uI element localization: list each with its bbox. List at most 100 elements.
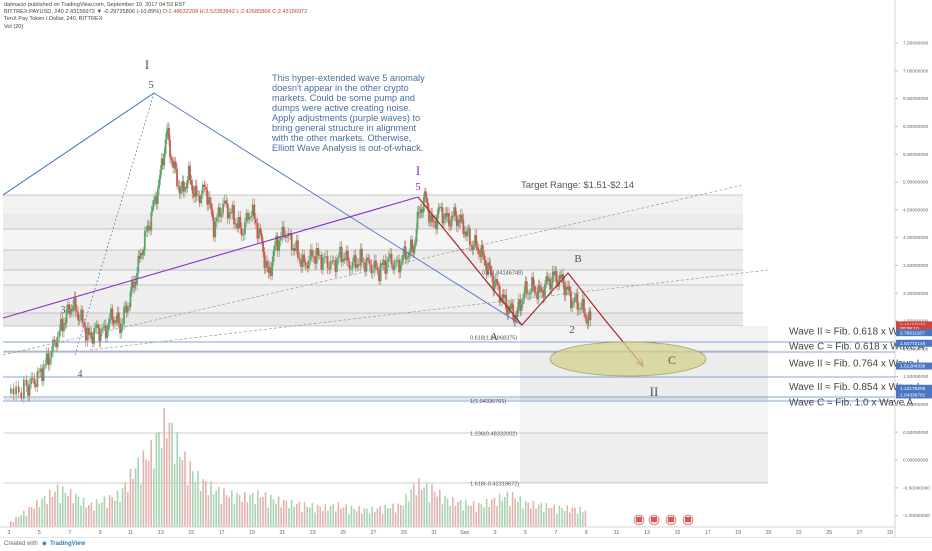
candle-body (229, 212, 232, 214)
volume-bar (121, 487, 124, 527)
candle-body (104, 325, 107, 339)
candle-body (130, 281, 133, 292)
time-tick-label: 23 (310, 530, 316, 536)
candle-body (166, 130, 168, 140)
candle-body (107, 323, 110, 331)
candle-body (163, 153, 166, 166)
candle-body (142, 250, 145, 256)
candle-body (449, 225, 452, 227)
candle-body (549, 278, 552, 290)
candle-body (528, 293, 531, 295)
price-tick-label: 0.00000000 (903, 458, 929, 464)
candle-body (361, 249, 363, 262)
candle-body (489, 265, 492, 273)
volume-bar (322, 510, 324, 527)
candle-body (260, 233, 263, 242)
candle-body (314, 256, 316, 264)
flag-icon[interactable] (633, 514, 645, 526)
candle-body (233, 204, 235, 225)
candle-body (533, 285, 536, 293)
candle-body (465, 231, 467, 237)
volume-bar (558, 505, 561, 527)
volume-bar (238, 495, 241, 527)
candle-body (479, 254, 482, 258)
candle-body (223, 200, 226, 204)
candle-body (471, 245, 474, 250)
candle-body (334, 260, 337, 272)
flag-icon[interactable] (665, 514, 677, 526)
candle-body (272, 250, 275, 262)
volume-bar (277, 496, 280, 527)
volume-bar (106, 508, 108, 527)
volume-bar (537, 504, 540, 527)
candle-body (356, 264, 359, 268)
volume-bar (142, 450, 145, 527)
candle-body (350, 268, 352, 270)
candle-body (206, 189, 209, 205)
candle-body (132, 281, 134, 288)
candle-body (400, 261, 403, 265)
candle-body (304, 262, 307, 266)
candle-body (424, 191, 427, 198)
candle-body (149, 227, 151, 231)
candle-body (445, 213, 448, 217)
candle-body (150, 211, 153, 231)
commentary-line: doesn't appear in the other crypto (272, 83, 409, 93)
candle-body (564, 286, 567, 296)
volume-bar (160, 448, 163, 527)
candle-body (245, 212, 248, 223)
price-tick-label: 4.50000000 (903, 207, 929, 213)
candle-body (74, 297, 77, 311)
candle-body (393, 262, 396, 270)
volume-bars (10, 408, 587, 527)
chart-title: TenX Pay Token / Dollar, 240, BITTREX (4, 16, 103, 23)
candle-body (36, 371, 39, 387)
candle-body (164, 139, 167, 154)
volume-bar (25, 515, 28, 527)
volume-bar (527, 502, 529, 527)
event-icons[interactable] (633, 514, 694, 526)
candle-body (343, 258, 346, 261)
ohlc-values: O:2.48632208 H:2.52283842 L:2.42685866 C… (162, 9, 308, 16)
volume-bar (51, 496, 54, 527)
volume-bar (101, 502, 103, 527)
flag-icon[interactable] (682, 514, 694, 526)
volume-bar (62, 486, 64, 527)
candle-body (576, 293, 579, 310)
candle-body (214, 221, 217, 238)
tradingview-logo-icon[interactable]: ◉ (41, 541, 47, 547)
candle-body (268, 267, 271, 273)
candle-body (181, 181, 184, 189)
volume-bar (220, 503, 223, 527)
candle-body (412, 249, 415, 254)
volume-bar (80, 505, 82, 527)
candle-body (170, 157, 172, 160)
candle-body (512, 304, 515, 320)
volume-bar (582, 512, 584, 527)
price-tag (896, 362, 932, 370)
wave-label-blue-3: 3 (61, 305, 66, 316)
candle-body (575, 293, 578, 298)
candle-body (44, 364, 47, 366)
candle-body (423, 191, 426, 198)
candle-body (226, 203, 229, 219)
time-tick-label: 29 (887, 530, 893, 536)
volume-bar (345, 504, 347, 527)
flag-icon[interactable] (648, 514, 660, 526)
volume-bar (584, 510, 587, 527)
candle-body (197, 195, 199, 197)
candle-body (378, 270, 380, 282)
candle-body (481, 244, 484, 254)
volume-bar (72, 503, 74, 527)
candle-body (129, 291, 132, 308)
candle-body (194, 185, 197, 198)
candle-body (354, 255, 357, 268)
candle-body (292, 248, 295, 251)
candle-body (459, 214, 462, 223)
candle-body (420, 209, 423, 212)
candle-body (414, 242, 417, 245)
volume-bar (543, 512, 545, 527)
tradingview-brand[interactable]: TradingView (49, 541, 86, 547)
target-ellipse (549, 341, 707, 377)
